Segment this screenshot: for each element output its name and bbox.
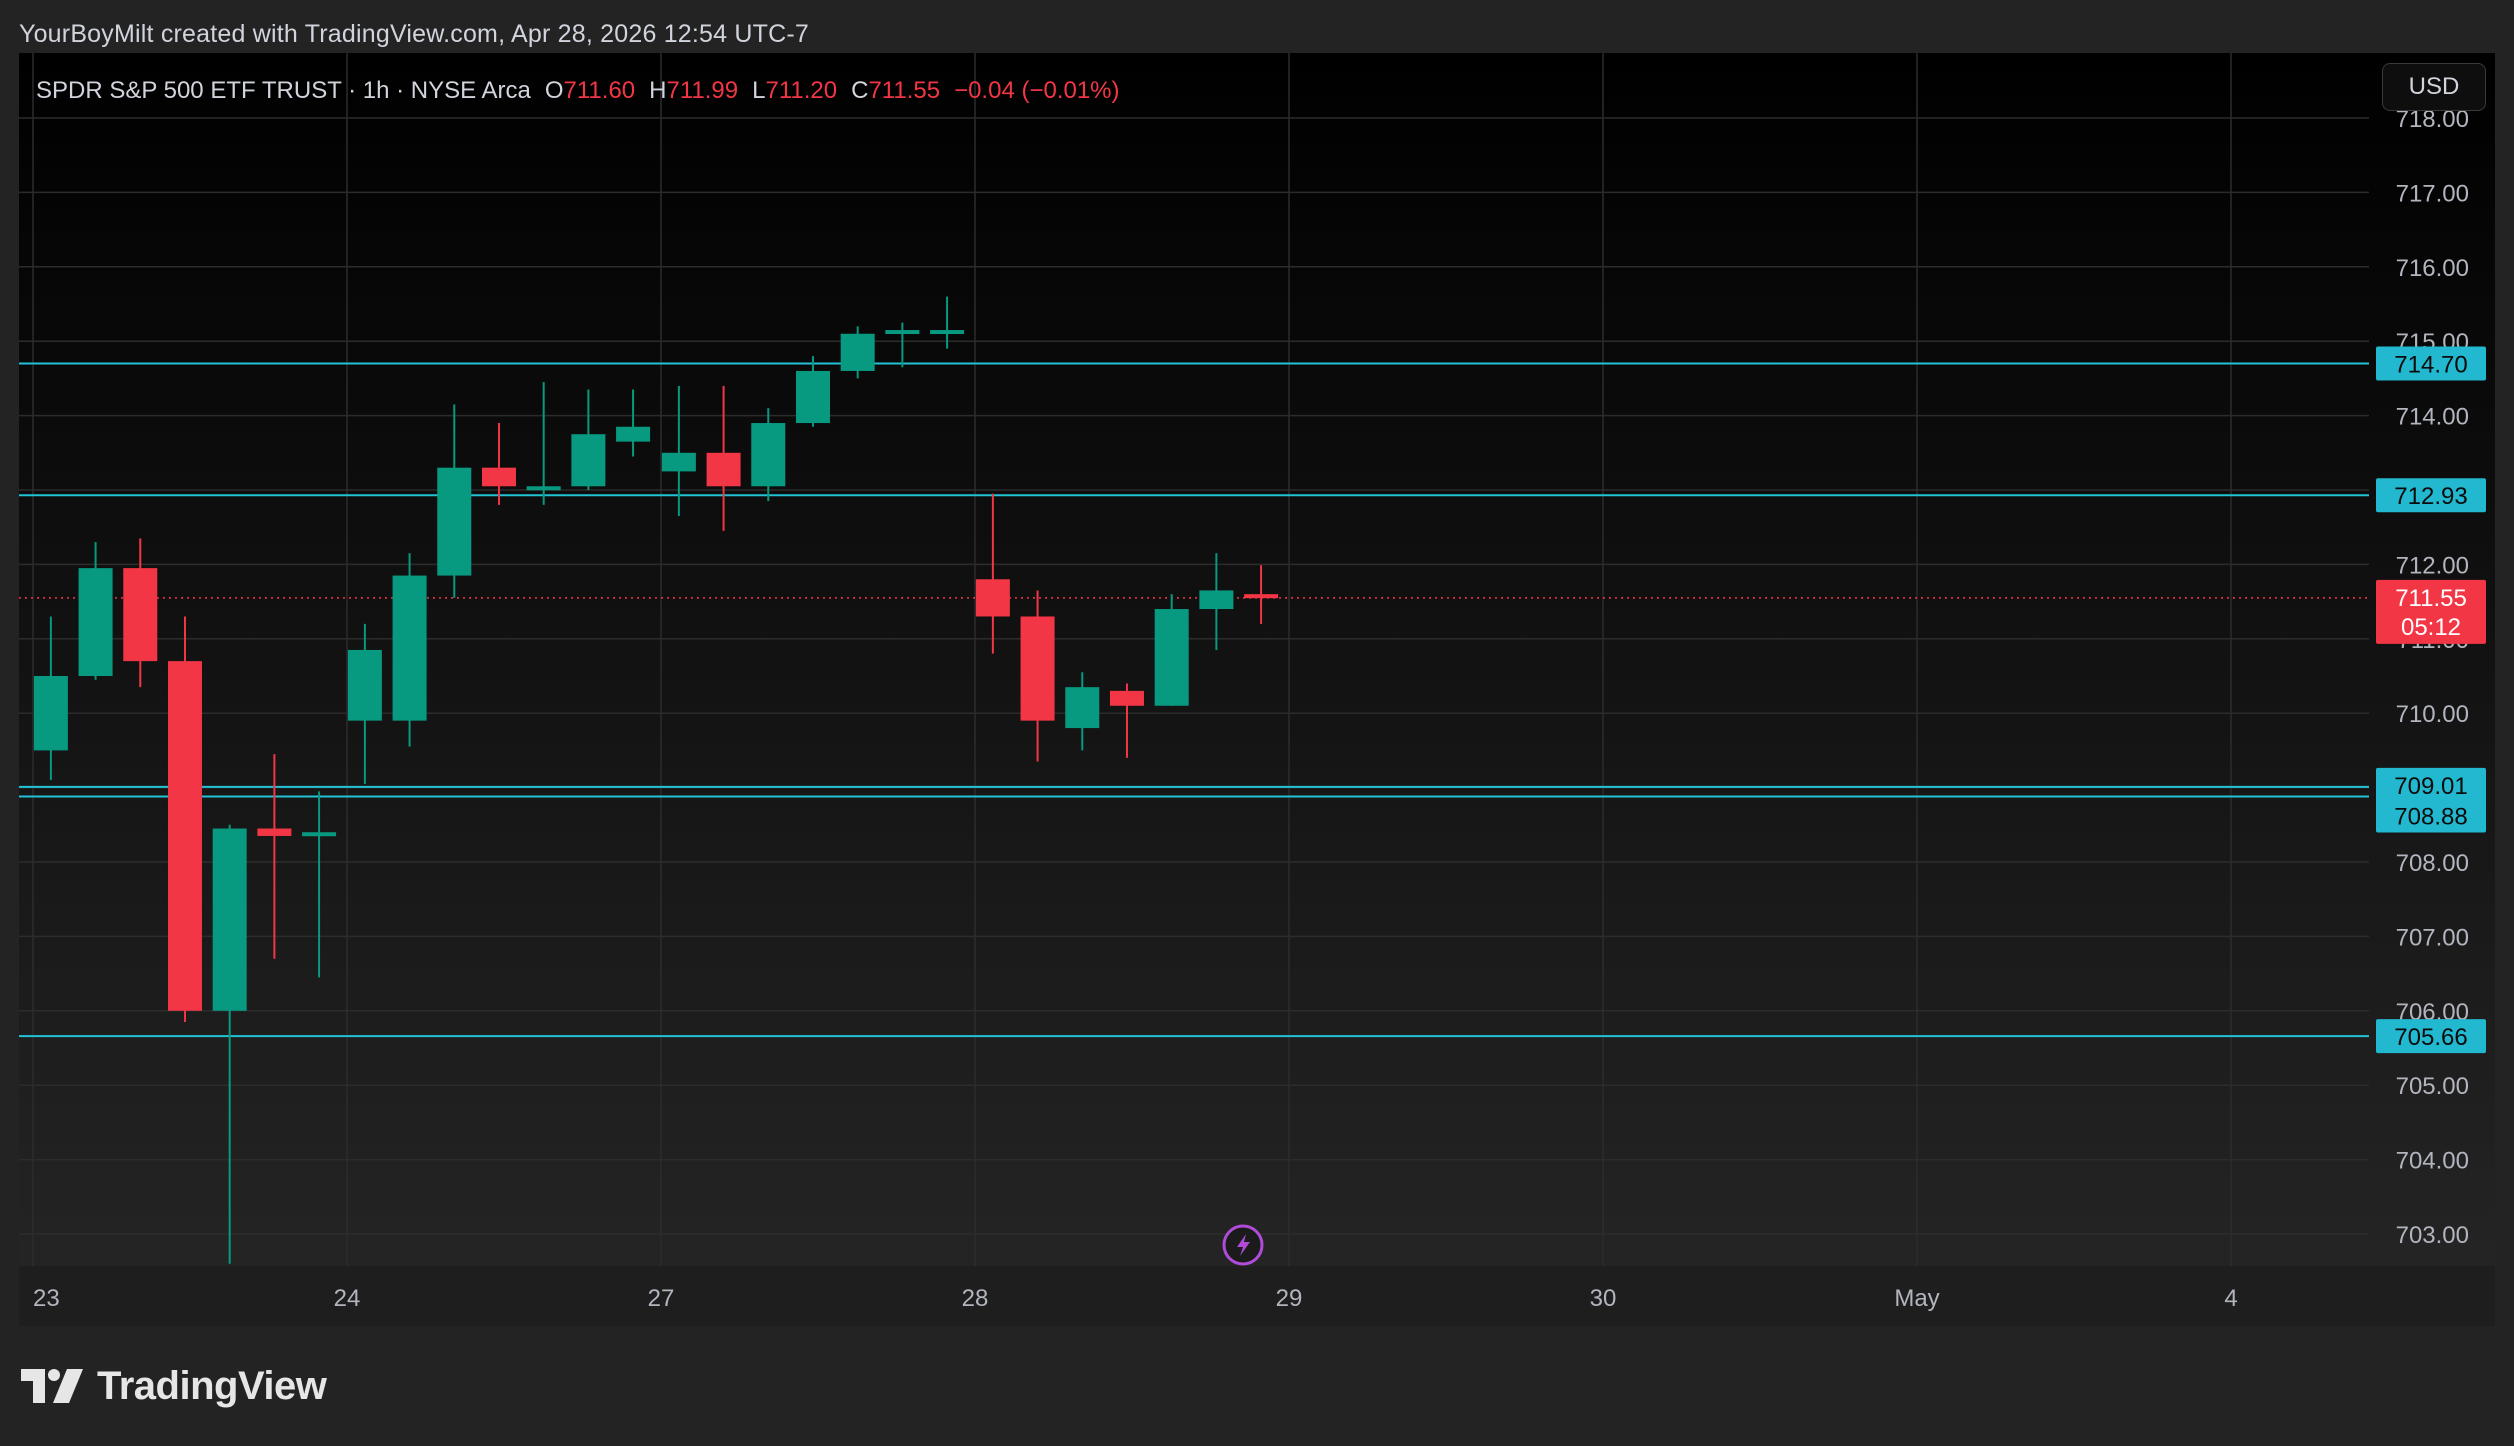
level-price-label: 705.66 xyxy=(2394,1024,2467,1051)
price-change: −0.04 (−0.01%) xyxy=(954,77,1120,104)
level-price-label: 714.70 xyxy=(2394,352,2467,379)
price-tick-label: 704.00 xyxy=(2396,1148,2469,1175)
candle-up xyxy=(1065,687,1100,729)
candle-down xyxy=(1109,690,1144,706)
candle-up xyxy=(795,370,830,424)
chart-legend: SPDR S&P 500 ETF TRUST · 1h · NYSE Arca … xyxy=(36,77,1120,113)
candle-up xyxy=(212,828,247,1011)
time-tick-label: 4 xyxy=(2224,1285,2237,1312)
candle-down xyxy=(481,467,516,487)
price-tick-label: 714.00 xyxy=(2396,404,2469,431)
candle-up xyxy=(840,333,875,371)
time-tick-label: May xyxy=(1894,1285,1939,1312)
time-axis-strip xyxy=(19,1266,2495,1326)
level-price-label-bg xyxy=(2376,478,2486,513)
low-label: L xyxy=(752,77,766,104)
candle-up xyxy=(392,575,427,721)
open-label: O xyxy=(544,77,564,104)
chart-frame[interactable]: 703.00704.00705.00706.00707.00708.00709.… xyxy=(19,53,2495,1326)
last-price-label-bg xyxy=(2376,579,2486,644)
tradingview-logo[interactable]: TradingView xyxy=(21,1361,327,1411)
level-price-label-bg xyxy=(2376,798,2486,833)
candle-up xyxy=(302,832,337,837)
price-tick-label: 717.00 xyxy=(2396,180,2469,207)
currency-button[interactable]: USD xyxy=(2382,63,2486,111)
candles xyxy=(33,296,1279,1264)
candle-up xyxy=(751,423,786,487)
time-tick-label: 23 xyxy=(33,1285,60,1312)
high-label: H xyxy=(649,77,667,104)
tradingview-logo-icon xyxy=(21,1369,83,1403)
candle-down xyxy=(1244,594,1279,599)
grid-lines xyxy=(19,53,2495,1326)
tradingview-logo-text: TradingView xyxy=(97,1363,327,1408)
price-tick-label: 707.00 xyxy=(2396,924,2469,951)
axis-labels: 714.70 712.93 709.01 708.88 705.66 711.5505:1… xyxy=(2376,346,2486,1054)
chart-credit: YourBoyMilt created with TradingView.com… xyxy=(19,20,810,48)
candle-down xyxy=(123,568,158,662)
candle-up xyxy=(78,568,113,676)
time-tick-label: 30 xyxy=(1590,1285,1617,1312)
price-tick-label: 705.00 xyxy=(2396,1073,2469,1100)
close-label: C xyxy=(851,77,869,104)
candle-down xyxy=(706,452,741,487)
time-tick-label: 27 xyxy=(648,1285,675,1312)
level-price-label-bg xyxy=(2376,346,2486,381)
price-tick-label: 703.00 xyxy=(2396,1222,2469,1249)
candle-up xyxy=(1154,609,1189,706)
level-price-label: 708.88 xyxy=(2394,804,2467,831)
candle-down xyxy=(975,579,1010,617)
candle-up xyxy=(437,467,472,576)
chart-background xyxy=(19,53,2495,1326)
price-tick-label: 708.00 xyxy=(2396,850,2469,877)
last-price-label: 711.55 xyxy=(2395,585,2467,612)
candle-up xyxy=(661,452,696,472)
candle-up xyxy=(885,330,920,335)
candle-up xyxy=(347,649,382,721)
open-value: 711.60 xyxy=(563,77,636,104)
level-price-label-bg xyxy=(2376,1019,2486,1054)
time-tick-label: 29 xyxy=(1276,1285,1303,1312)
candle-down xyxy=(1020,616,1055,721)
price-tick-label: 710.00 xyxy=(2396,701,2469,728)
price-tick-label: 712.00 xyxy=(2396,552,2469,579)
candle-down xyxy=(167,661,202,1011)
candle-up xyxy=(526,486,561,491)
time-tick-label: 24 xyxy=(334,1285,361,1312)
level-price-label: 709.01 xyxy=(2394,773,2467,800)
time-axis: 23 24 27 28 29 30 May 4 xyxy=(33,1285,2238,1312)
candle-down xyxy=(257,828,292,836)
candle-up xyxy=(930,330,965,335)
candle-up xyxy=(571,434,606,487)
candle-up xyxy=(1199,590,1234,610)
candle-up xyxy=(33,676,68,751)
event-icon[interactable] xyxy=(1222,1224,1264,1266)
price-tick-label: 716.00 xyxy=(2396,255,2469,282)
time-tick-label: 28 xyxy=(962,1285,989,1312)
candlestick-chart[interactable]: 703.00704.00705.00706.00707.00708.00709.… xyxy=(19,53,2495,1326)
symbol-description: SPDR S&P 500 ETF TRUST · 1h · NYSE Arca xyxy=(36,77,531,104)
countdown-label: 05:12 xyxy=(2401,614,2461,641)
low-value: 711.20 xyxy=(765,77,838,104)
close-value: 711.55 xyxy=(868,77,941,104)
high-value: 711.99 xyxy=(666,77,739,104)
level-price-label-bg xyxy=(2376,767,2486,802)
candle-up xyxy=(616,426,651,442)
level-price-label: 712.93 xyxy=(2394,483,2467,510)
